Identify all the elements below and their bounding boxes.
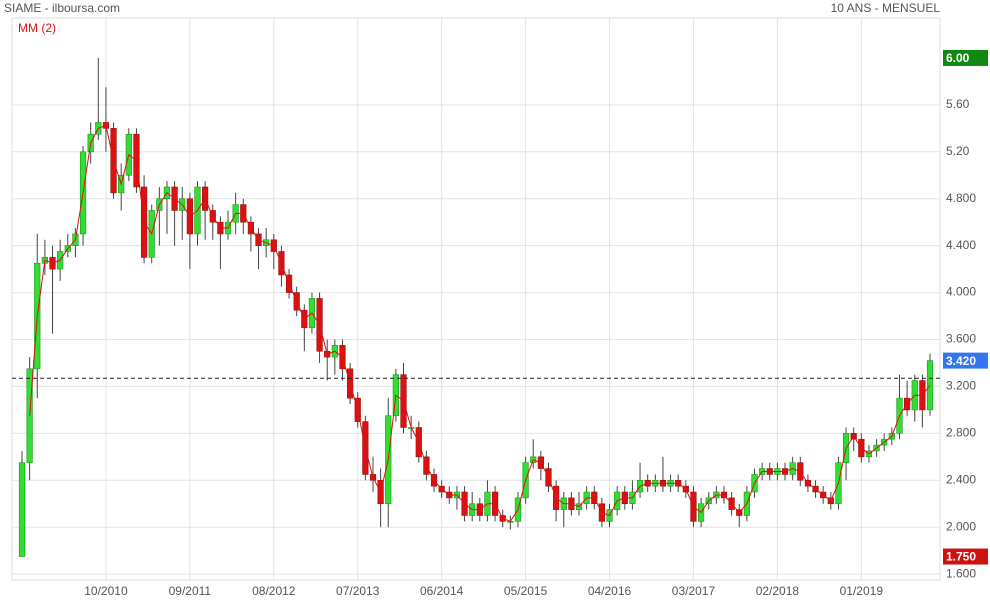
x-tick-label: 01/2019 (840, 584, 884, 598)
x-tick-label: 02/2018 (756, 584, 800, 598)
y-tick-label: 4.400 (946, 238, 976, 252)
price-tag (943, 548, 988, 565)
y-tick-label: 4.000 (946, 285, 976, 299)
y-tick-label: 3.600 (946, 332, 976, 346)
plot-frame (11, 17, 941, 581)
candle-body (18, 462, 26, 557)
x-tick-label: 03/2017 (672, 584, 716, 598)
y-tick-label: 1.600 (946, 566, 976, 580)
price-tag (943, 49, 988, 66)
y-tick-label: 5.20 (946, 144, 970, 158)
x-tick-label: 05/2015 (504, 584, 548, 598)
x-tick-label: 10/2010 (84, 584, 128, 598)
x-tick-label: 09/2011 (169, 584, 212, 598)
y-tick-label: 4.800 (946, 191, 976, 205)
y-tick-label: 5.60 (946, 97, 970, 111)
y-tick-label: 3.200 (946, 379, 976, 393)
x-tick-label: 08/2012 (252, 584, 296, 598)
indicator-legend: MM (2) (18, 21, 56, 35)
x-tick-label: 07/2013 (336, 584, 380, 598)
x-tick-label: 04/2016 (588, 584, 632, 598)
y-tick-label: 2.000 (946, 519, 976, 533)
y-tick-label: 2.800 (946, 426, 976, 440)
price-tag (943, 352, 988, 369)
y-tick-label: 2.400 (946, 472, 976, 486)
x-tick-label: 06/2014 (420, 584, 464, 598)
chart-title: SIAME - ilboursa.com (4, 1, 120, 15)
chart-subtitle: 10 ANS - MENSUEL (831, 1, 941, 15)
price-tag-label: 3.420 (946, 354, 976, 368)
moving-average-line (29, 124, 931, 522)
candle-body (26, 368, 33, 463)
price-tag-label: 6.00 (946, 51, 970, 65)
price-tag-label: 1.750 (946, 550, 976, 564)
